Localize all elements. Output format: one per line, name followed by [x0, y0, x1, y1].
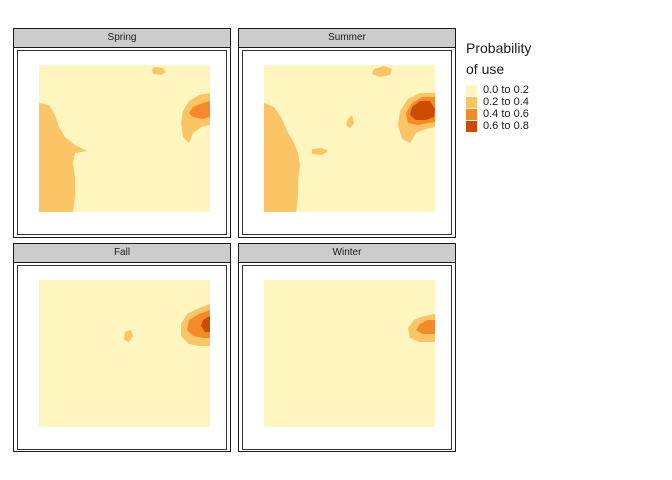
band-0-4-to-0-6 [189, 101, 210, 119]
band-0-4-to-0-6 [187, 310, 210, 338]
map-frame [17, 50, 227, 235]
map-frame [17, 265, 227, 450]
band-0-0-to-0-2 [264, 280, 435, 427]
panel-winter: Winter [238, 243, 456, 452]
band-0-6-to-0-8 [410, 101, 435, 120]
panel-strip-label: Spring [14, 29, 230, 48]
legend-item: 0.6 to 0.8 [466, 120, 531, 132]
panel-strip-label: Fall [14, 244, 230, 263]
band-0-6-to-0-8 [201, 316, 210, 332]
legend-title-line-1: Probability [466, 40, 532, 56]
band-0-2-to-0-4 [264, 103, 300, 212]
legend-label: 0.6 to 0.8 [483, 120, 529, 132]
probability-map-winter [264, 280, 435, 427]
band-0-2-to-0-4 [39, 103, 87, 212]
legend-label: 0.2 to 0.4 [483, 96, 529, 108]
legend-label: 0.4 to 0.6 [483, 108, 529, 120]
panel-summer: Summer [238, 28, 456, 238]
band-0-2-to-0-4 [372, 66, 392, 77]
band-0-4-to-0-6 [416, 320, 435, 334]
legend-item: 0.0 to 0.2 [466, 84, 531, 96]
probability-map-fall [39, 280, 210, 427]
band-0-0-to-0-2 [39, 280, 210, 427]
legend-swatch [466, 108, 477, 120]
legend-title-line-2: of use [466, 61, 505, 77]
legend-swatch [466, 96, 477, 108]
legend-title: Probability of use [466, 38, 531, 80]
panel-strip-label: Winter [239, 244, 455, 263]
map-frame [242, 265, 452, 450]
probability-map-spring [39, 65, 210, 212]
legend-item: 0.4 to 0.6 [466, 108, 531, 120]
panel-spring: Spring [13, 28, 231, 238]
panel-strip-label: Summer [239, 29, 455, 48]
band-0-2-to-0-4 [346, 115, 354, 128]
band-0-2-to-0-4 [124, 330, 133, 342]
legend-swatch [466, 120, 477, 132]
legend-item: 0.2 to 0.4 [466, 96, 531, 108]
panel-fall: Fall [13, 243, 231, 452]
legend-swatch [466, 84, 477, 96]
legend-label: 0.0 to 0.2 [483, 84, 529, 96]
map-frame [242, 50, 452, 235]
band-0-2-to-0-4 [312, 148, 328, 155]
band-0-2-to-0-4 [152, 67, 166, 75]
legend: Probability of use 0.0 to 0.2 0.2 to 0.4… [466, 38, 531, 132]
probability-map-summer [264, 65, 435, 212]
